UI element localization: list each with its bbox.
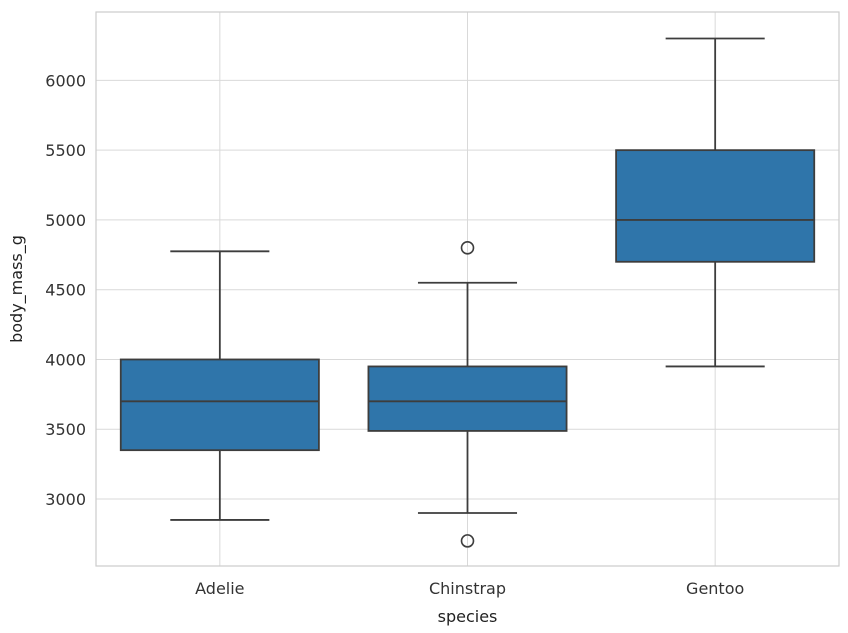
outlier-point [460,534,475,548]
box-adelie [119,250,320,521]
tick-labels: 3000 3500 4000 4500 5000 5500 6000 Adelie Chinst… [45,71,744,598]
box-gentoo [615,37,816,368]
boxes [119,37,816,548]
x-axis-label: species [438,607,498,626]
iqr-box [615,149,816,263]
y-tick-label: 4000 [45,350,86,369]
x-tick-label: Gentoo [686,579,744,598]
y-tick-label: 6000 [45,71,86,90]
outlier-point [460,241,475,255]
y-tick-label: 3000 [45,490,86,509]
plot-frame [95,11,840,567]
box-chinstrap [367,241,568,548]
y-tick-label: 3500 [45,420,86,439]
y-axis-label: body_mass_g [7,235,27,343]
iqr-box [119,358,320,452]
x-tick-label: Adelie [195,579,244,598]
y-tick-label: 5500 [45,141,86,160]
y-tick-label: 4500 [45,281,86,300]
iqr-box [367,365,568,432]
y-tick-label: 5000 [45,211,86,230]
x-tick-label: Chinstrap [429,579,506,598]
